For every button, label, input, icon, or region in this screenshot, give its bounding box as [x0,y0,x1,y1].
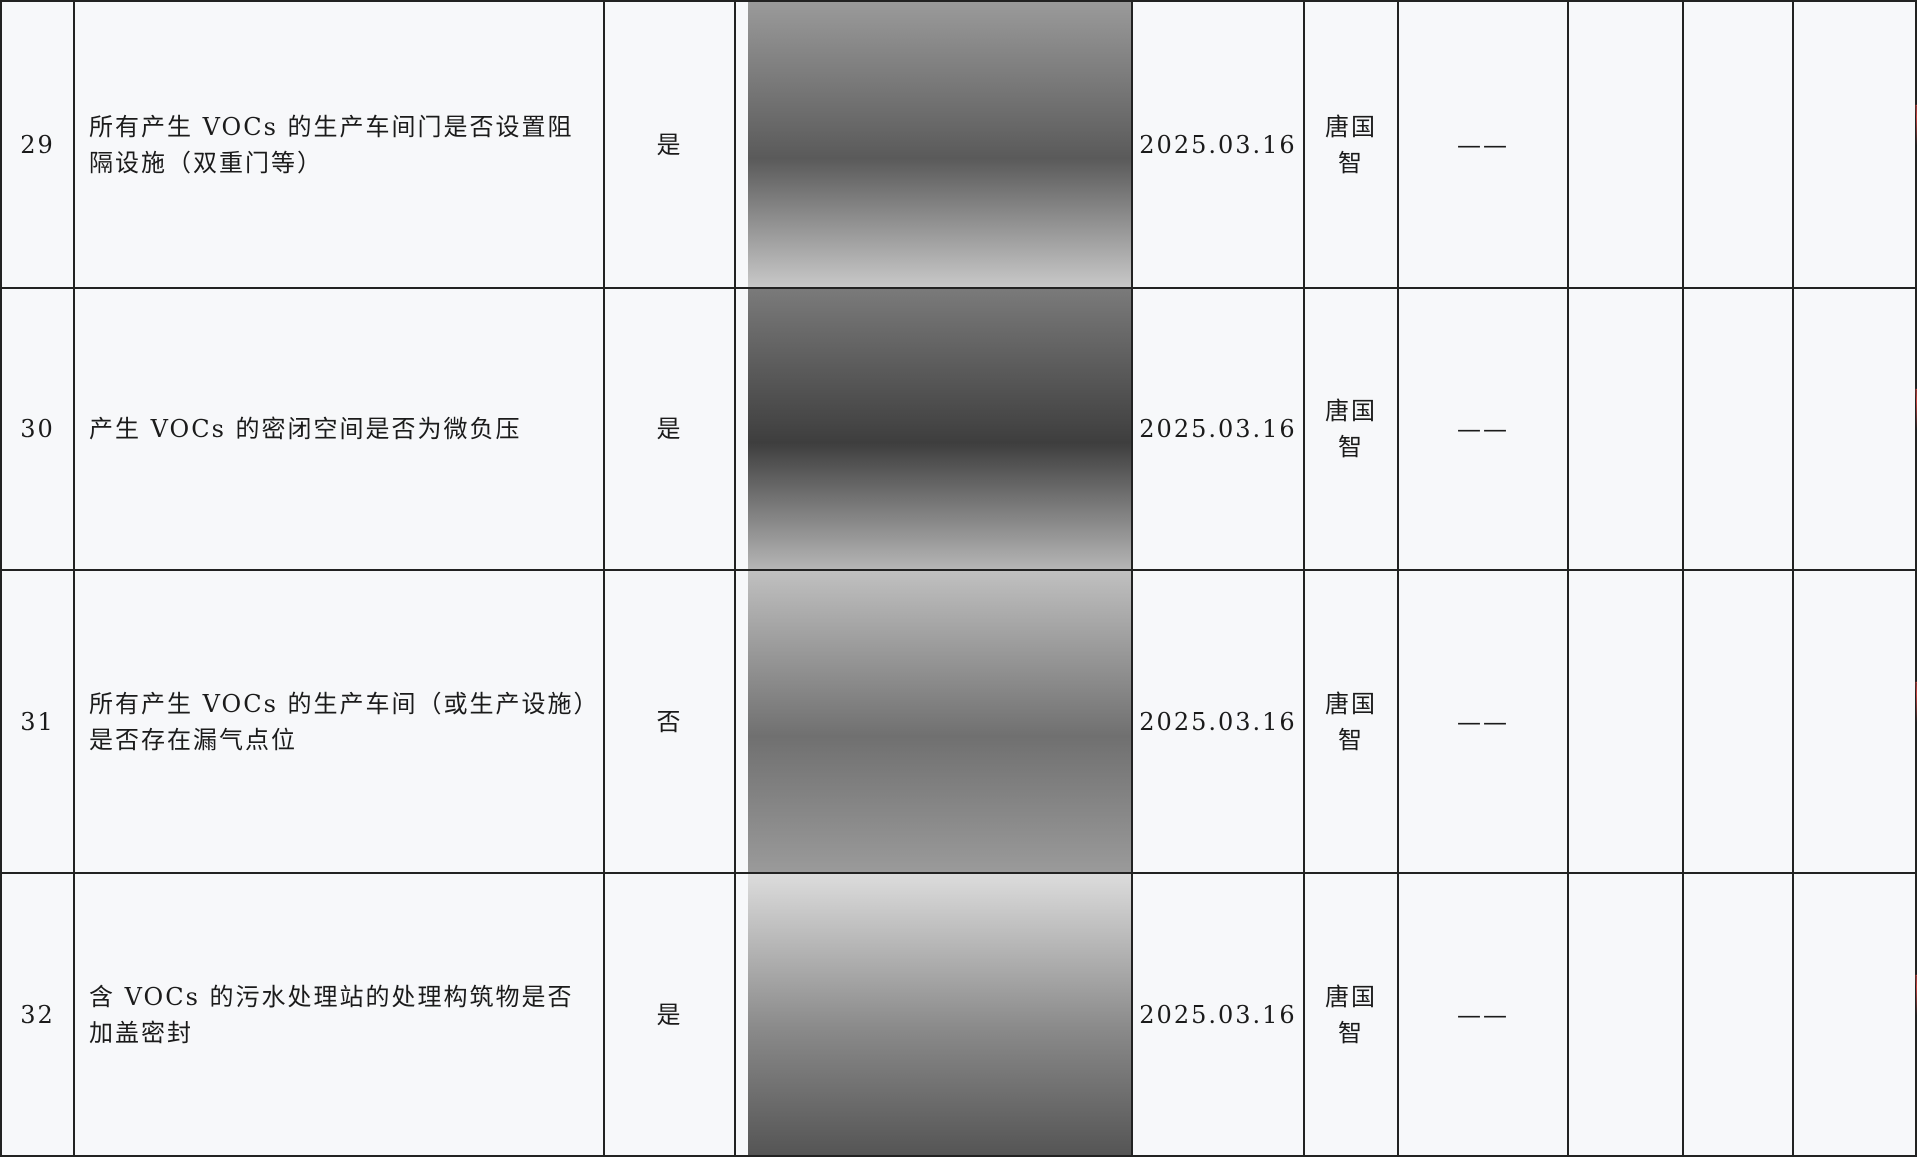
row-number: 32 [2,874,75,1157]
inspector-cell: 唐国智 [1305,289,1399,571]
result: 是 [656,415,683,443]
row-number: 29 [20,130,55,159]
photo [748,2,1131,287]
date: 2025.03.16 [1139,130,1297,159]
row-number: 31 [20,707,55,736]
date: 2025.03.16 [1139,707,1297,736]
photo [748,289,1131,569]
inspector: 唐国智 [1325,689,1377,754]
row-number: 30 [20,415,55,443]
row-number: 29 [2,2,75,289]
row-number: 32 [20,1000,55,1029]
empty-cell [1794,571,1917,874]
empty-cell [1794,874,1917,1157]
item-cell: 产生 VOCs 的密闭空间是否为微负压 [75,289,605,571]
remark: —— [1457,1000,1509,1029]
photo-cell [736,289,1133,571]
inspector: 唐国智 [1325,112,1377,177]
remark-cell: —— [1399,289,1569,571]
date: 2025.03.16 [1139,415,1297,443]
inspector-cell: 唐国智 [1305,2,1399,289]
remark-cell: —— [1399,2,1569,289]
photo-cell [736,571,1133,874]
result-cell: 是 [605,2,736,289]
result-cell: 是 [605,289,736,571]
photo [748,571,1131,872]
remark: —— [1457,707,1509,736]
remark-cell: —— [1399,874,1569,1157]
inspector-cell: 唐国智 [1305,571,1399,874]
date: 2025.03.16 [1139,1000,1297,1029]
empty-cell [1684,874,1794,1157]
item-cell: 所有产生 VOCs 的生产车间（或生产设施）是否存在漏气点位 [75,571,605,874]
inspector-cell: 唐国智 [1305,874,1399,1157]
remark-cell: —— [1399,571,1569,874]
empty-cell [1684,289,1794,571]
photo-cell [736,874,1133,1157]
item-text: 所有产生 VOCs 的生产车间（或生产设施）是否存在漏气点位 [89,689,588,754]
result-cell: 否 [605,571,736,874]
item-text: 产生 VOCs 的密闭空间是否为微负压 [89,415,522,443]
empty-cell [1684,571,1794,874]
empty-cell [1569,2,1684,289]
item-text: 含 VOCs 的污水处理站的处理构筑物是否加盖密封 [89,982,574,1047]
photo [748,874,1131,1155]
row-number: 31 [2,571,75,874]
empty-cell [1569,874,1684,1157]
date-cell: 2025.03.16 [1133,289,1305,571]
date-cell: 2025.03.16 [1133,571,1305,874]
empty-cell [1684,2,1794,289]
date-cell: 2025.03.16 [1133,2,1305,289]
row-number: 30 [2,289,75,571]
inspector: 唐国智 [1325,397,1377,461]
result-cell: 是 [605,874,736,1157]
photo-cell [736,2,1133,289]
result: 是 [656,1000,683,1029]
inspector: 唐国智 [1325,982,1377,1047]
result: 是 [656,130,683,159]
empty-cell [1794,289,1917,571]
remark: —— [1457,130,1509,159]
empty-cell [1569,289,1684,571]
result: 否 [656,707,683,736]
date-cell: 2025.03.16 [1133,874,1305,1157]
item-cell: 含 VOCs 的污水处理站的处理构筑物是否加盖密封 [75,874,605,1157]
item-cell: 所有产生 VOCs 的生产车间门是否设置阻隔设施（双重门等） [75,2,605,289]
remark: —— [1457,415,1509,443]
empty-cell [1569,571,1684,874]
empty-cell [1794,2,1917,289]
item-text: 所有产生 VOCs 的生产车间门是否设置阻隔设施（双重门等） [89,112,574,177]
